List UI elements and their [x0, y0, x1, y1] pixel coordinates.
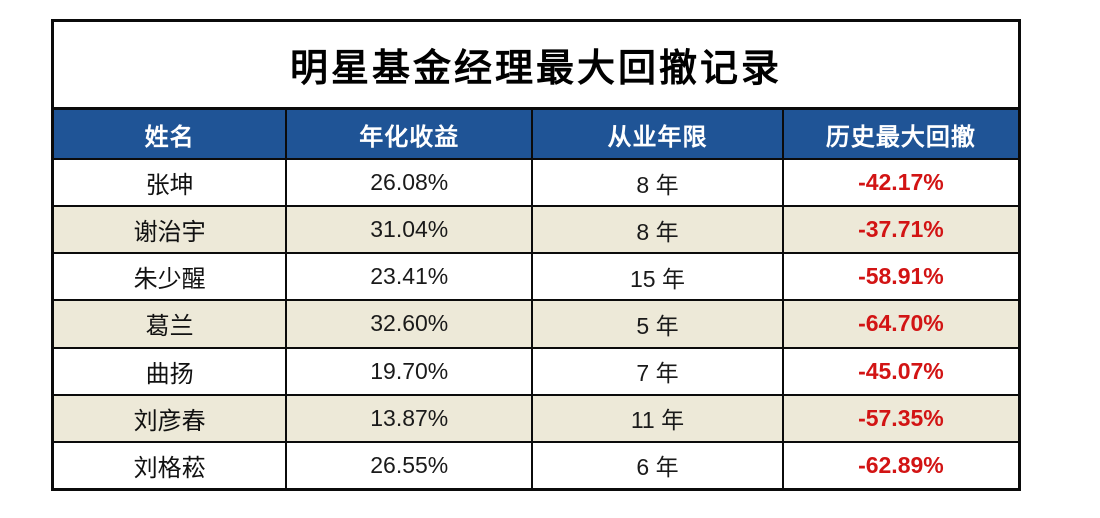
- cell-manager-name: 谢治宇: [133, 219, 206, 247]
- cell-max-drawdown: -57.35%: [781, 395, 1018, 441]
- column-header-annual-return: 年化收益: [285, 110, 531, 158]
- cell-manager-name: 刘彦春: [133, 407, 206, 435]
- cell-years-experience: 8 年: [531, 207, 782, 253]
- cell-max-drawdown: -62.89%: [781, 442, 1018, 488]
- table-row: 张坤 26.08% 8 年 -42.17%: [54, 158, 1018, 206]
- cell-years-experience: 6 年: [531, 442, 782, 488]
- table-title: 明星基金经理最大回撤记录: [54, 22, 1018, 110]
- cell-manager-name: 曲扬: [145, 360, 194, 388]
- cell-annual-return: 13.87%: [285, 395, 531, 441]
- cell-annual-return: 31.04%: [285, 207, 531, 253]
- table-row: 葛兰 32.60% 5 年 -64.70%: [54, 299, 1018, 347]
- column-header-name: 姓名: [144, 123, 195, 151]
- cell-annual-return: 19.70%: [285, 348, 531, 394]
- cell-max-drawdown: -42.17%: [781, 160, 1018, 206]
- cell-max-drawdown: -37.71%: [781, 207, 1018, 253]
- cell-years-experience: 8 年: [531, 160, 782, 206]
- table-row: 刘彦春 13.87% 11 年 -57.35%: [54, 393, 1018, 441]
- cell-annual-return: 32.60%: [285, 301, 531, 347]
- cell-manager-name: 刘格菘: [133, 454, 206, 482]
- column-header-years: 从业年限: [531, 110, 782, 158]
- table-body: 张坤 26.08% 8 年 -42.17% 谢治宇 31.04% 8 年 -37…: [54, 158, 1018, 488]
- table-row: 曲扬 19.70% 7 年 -45.07%: [54, 346, 1018, 394]
- cell-years-experience: 5 年: [531, 301, 782, 347]
- cell-max-drawdown: -45.07%: [781, 348, 1018, 394]
- cell-annual-return: 23.41%: [285, 254, 531, 300]
- table-header-row: 姓名 年化收益 从业年限 历史最大回撤: [54, 110, 1018, 158]
- cell-years-experience: 7 年: [531, 348, 782, 394]
- cell-manager-name: 朱少醒: [133, 266, 206, 294]
- cell-annual-return: 26.08%: [285, 160, 531, 206]
- cell-manager-name: 张坤: [145, 172, 194, 200]
- drawdown-table: 明星基金经理最大回撤记录 姓名 年化收益 从业年限 历史最大回撤 张坤 26.0…: [51, 19, 1021, 491]
- cell-annual-return: 26.55%: [285, 442, 531, 488]
- table-row: 谢治宇 31.04% 8 年 -37.71%: [54, 205, 1018, 253]
- cell-years-experience: 15 年: [531, 254, 782, 300]
- cell-max-drawdown: -58.91%: [781, 254, 1018, 300]
- table-row: 朱少醒 23.41% 15 年 -58.91%: [54, 252, 1018, 300]
- cell-years-experience: 11 年: [531, 395, 782, 441]
- cell-max-drawdown: -64.70%: [781, 301, 1018, 347]
- column-header-max-drawdown: 历史最大回撤: [781, 110, 1018, 158]
- cell-manager-name: 葛兰: [145, 313, 194, 341]
- table-row: 刘格菘 26.55% 6 年 -62.89%: [54, 440, 1018, 488]
